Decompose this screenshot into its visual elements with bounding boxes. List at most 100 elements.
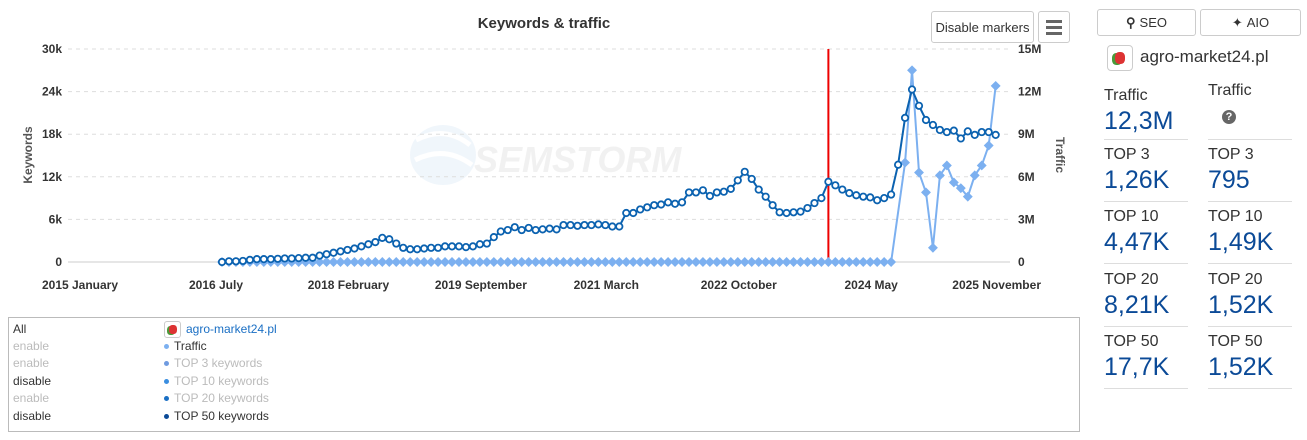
traffic-point (635, 257, 646, 267)
top50-keywords-point (413, 245, 422, 254)
x-tick-label: 2015 January (42, 278, 118, 292)
top50-keywords-point (301, 253, 310, 262)
series-toggle[interactable]: enable (13, 391, 50, 406)
toggle-all[interactable]: All (13, 322, 27, 336)
metric-value: 4,47K (1104, 228, 1170, 256)
traffic-point (802, 257, 813, 267)
top50-keywords-point (245, 255, 254, 264)
traffic-point (983, 140, 994, 151)
traffic-point (900, 157, 911, 168)
divider (1104, 200, 1188, 202)
question-icon[interactable]: ? (1222, 110, 1236, 124)
top50-keywords-point (900, 113, 910, 122)
traffic-point (962, 191, 973, 202)
top50-keywords-point (712, 188, 721, 197)
metric-label: TOP 10 (1208, 208, 1263, 225)
traffic-point (579, 257, 590, 267)
disable-markers-button[interactable]: Disable markers (931, 11, 1034, 43)
top50-keywords-point (852, 191, 861, 200)
legend-domain[interactable]: agro-market24.pl (164, 321, 277, 338)
top50-keywords-point (350, 244, 359, 253)
top50-keywords-point (608, 222, 617, 231)
divider (1104, 139, 1188, 140)
traffic-point (621, 257, 632, 267)
legend-item-label: TOP 20 keywords (174, 391, 269, 406)
top50-keywords-point (663, 198, 673, 207)
traffic-point (927, 242, 938, 253)
top50-keywords-point (942, 127, 951, 137)
traffic-point (732, 257, 743, 267)
semstorm-watermark: SEMSTORM (410, 125, 682, 185)
traffic-point (976, 160, 987, 171)
legend-item[interactable]: TOP 3 keywords (164, 355, 262, 372)
top50-keywords-point (775, 208, 784, 217)
traffic-point (342, 257, 353, 267)
metrics-sidebar: ⚲ SEO ✦ AIO agro-market24.pl Traffic 12,3M … (1090, 0, 1307, 440)
top50-keywords-point (329, 248, 338, 257)
traffic-point (704, 257, 715, 267)
traffic-point (907, 65, 917, 76)
chart-menu-button[interactable] (1038, 11, 1070, 43)
traffic-point (879, 257, 890, 267)
top50-keywords-point (691, 188, 701, 197)
series-legend-panel: All agro-market24.pl enable Traffic enabl… (8, 317, 1080, 432)
top50-keywords-point (949, 126, 958, 135)
traffic-point (433, 257, 444, 267)
series-toggle[interactable]: disable (13, 408, 52, 423)
top50-keywords-point (454, 242, 464, 251)
legend-item[interactable]: Traffic (164, 338, 207, 355)
top50-keywords-point (238, 256, 248, 266)
metric-label: Traffic (1208, 82, 1252, 99)
top50-keywords-point (336, 247, 345, 256)
divider (1104, 388, 1188, 389)
top50-keywords-point (817, 194, 826, 203)
traffic-point (481, 257, 492, 267)
traffic-point (349, 257, 360, 267)
search-icon: ⚲ (1126, 14, 1136, 30)
traffic-point (474, 257, 485, 267)
metric-label: Traffic (1104, 87, 1148, 104)
top50-keywords-point (573, 221, 582, 230)
legend-item[interactable]: TOP 10 keywords (164, 373, 269, 390)
legend-item[interactable]: TOP 20 keywords (164, 390, 269, 407)
domain-favicon (164, 321, 181, 338)
traffic-point (816, 257, 827, 267)
top50-keywords-point (322, 250, 331, 259)
traffic-point (697, 257, 708, 267)
y2-axis-title: Traffic (1053, 137, 1067, 173)
top50-keywords-point (970, 130, 979, 140)
traffic-point (572, 257, 583, 267)
top50-keywords-point (461, 242, 471, 252)
traffic-point (565, 257, 576, 267)
metric-value: 1,52K (1208, 353, 1274, 381)
y2-tick-label: 6M (1018, 170, 1035, 184)
legend-domain-name: agro-market24.pl (186, 322, 277, 336)
traffic-point (767, 257, 778, 267)
series-toggle[interactable]: disable (13, 373, 52, 388)
series-toggle[interactable]: enable (13, 339, 50, 353)
top50-keywords-point (747, 174, 756, 184)
divider (1208, 263, 1292, 264)
aio-tab-button[interactable]: ✦ AIO (1200, 9, 1301, 36)
traffic-point (914, 167, 924, 178)
top50-keywords-point (217, 257, 227, 267)
traffic-point (711, 257, 722, 267)
legend-item[interactable]: TOP 50 keywords (164, 408, 269, 425)
seo-tab-button[interactable]: ⚲ SEO (1097, 9, 1196, 36)
watermark-text: SEMSTORM (474, 139, 682, 180)
traffic-point (614, 257, 625, 267)
series-toggle[interactable]: enable (13, 356, 50, 371)
hamburger-icon (1046, 19, 1062, 35)
top50-keywords-point (392, 239, 401, 248)
top50-keywords-point (643, 203, 652, 212)
metric-seo-traffic: Traffic 12,3M (1104, 87, 1188, 140)
traffic-point (955, 183, 966, 194)
traffic-point (461, 257, 471, 267)
traffic-point (872, 257, 883, 267)
metric-seo-top3: TOP 3 1,26K (1104, 146, 1188, 202)
traffic-point (314, 257, 325, 267)
metric-value: 1,26K (1104, 165, 1170, 194)
top50-keywords-point (977, 127, 986, 137)
top50-keywords-point (726, 184, 735, 193)
top50-keywords-point (733, 176, 742, 185)
